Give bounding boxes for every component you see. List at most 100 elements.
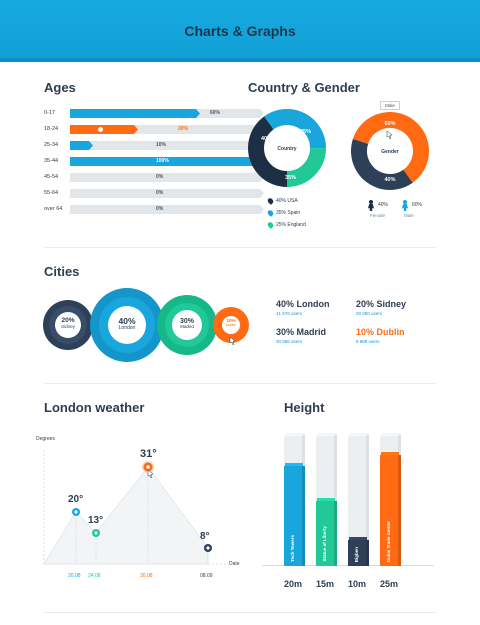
age-label: 55-64: [44, 190, 59, 196]
age-value: 10%: [156, 142, 167, 148]
city-bubble-name: Dublin: [226, 322, 236, 327]
weather-point[interactable]: [204, 544, 212, 552]
height-bar-name: Tech Towers: [290, 535, 295, 562]
age-row[interactable]: 45-54 0%: [44, 172, 224, 183]
weather-point[interactable]: [72, 508, 80, 516]
age-label: 35-44: [44, 158, 59, 164]
age-row[interactable]: 0-17 60%: [44, 108, 224, 119]
country-legend-text: 25% England: [276, 222, 306, 228]
age-bar-track: 60%: [70, 109, 264, 118]
weather-temp: 31°: [140, 448, 157, 460]
age-row[interactable]: 18-24 30%: [44, 124, 224, 135]
country-usa-pct: 40%: [261, 136, 272, 142]
page-header: Charts & Graphs: [0, 0, 480, 62]
height-bar[interactable]: Tech Towers: [284, 433, 305, 566]
age-bar-handle[interactable]: [98, 127, 103, 132]
city-stat-title: 10% Dublin: [356, 327, 405, 337]
gender-legend-item: 40% Female: [368, 200, 396, 222]
age-bar-fill: [70, 109, 200, 118]
age-row[interactable]: 35-44 100%: [44, 156, 224, 167]
height-bar-value: 20m: [283, 579, 302, 589]
age-value: 0%: [156, 174, 164, 180]
country-legend-text: 35% Spain: [276, 210, 301, 216]
age-row[interactable]: 25-34 10%: [44, 140, 224, 151]
age-bar-track: 100%: [70, 157, 264, 166]
city-stat-users: 30 656 users: [276, 339, 303, 344]
country-england-pct: 25%: [300, 129, 311, 135]
weather-temp: 13°: [88, 515, 104, 526]
country-donut[interactable]: Country 40% 35% 25%: [247, 108, 327, 188]
weather-date: 24.08: [88, 573, 101, 579]
country-gender-title: Country & Gender: [248, 80, 360, 95]
weather-y-axis-label: Degrees: [36, 436, 55, 442]
height-bar-name: Statue of Liberty: [322, 526, 327, 562]
gender-legend-label: Male: [404, 213, 414, 218]
age-bar-track: 0%: [70, 189, 264, 198]
city-bubble-name: London: [118, 324, 136, 331]
ages-title: Ages: [44, 80, 76, 95]
gender-donut[interactable]: Gender 60% 40%: [350, 111, 430, 191]
height-bar[interactable]: Bigben: [348, 433, 369, 566]
age-bar-track: 0%: [70, 205, 264, 214]
page-title: Charts & Graphs: [184, 23, 296, 39]
height-bar-fill: Tech Towers: [284, 463, 305, 566]
weather-date: 20.08: [68, 573, 81, 579]
gender-legend-item: 60% Male: [402, 200, 430, 222]
age-bar-track: 10%: [70, 141, 264, 150]
gender-legend-pct: 60%: [412, 202, 423, 208]
age-value: 100%: [156, 158, 169, 164]
city-stat-users: 9 989 users: [356, 339, 380, 344]
city-bubble-pct: 30%: [179, 318, 194, 325]
weather-point[interactable]: [92, 529, 100, 537]
map-pin-icon: [266, 221, 275, 229]
age-row[interactable]: over 64 0%: [44, 204, 224, 215]
country-legend-item: 25% England: [266, 221, 306, 229]
height-bar[interactable]: Dubai Trade Center: [380, 433, 401, 566]
height-bar-value: 10m: [347, 579, 366, 589]
gender-legend-pct: 40%: [378, 202, 389, 208]
map-pin-icon: [266, 197, 275, 205]
age-label: over 64: [44, 206, 63, 212]
height-bar-fill: Bigben: [348, 537, 369, 566]
age-bar-track: 30%: [70, 125, 264, 134]
age-bar-track: 0%: [70, 173, 264, 182]
height-bar-value: 15m: [315, 579, 334, 589]
city-bubble-name: Madrid: [180, 324, 194, 330]
weather-point[interactable]: [142, 461, 154, 479]
age-value: 60%: [210, 110, 221, 116]
cursor-icon: [147, 469, 154, 479]
city-bubble-pct: 40%: [118, 316, 136, 326]
age-bar-fill: [70, 125, 138, 134]
city-bubble-label: 20% Sidney: [48, 317, 88, 330]
country-legend-item: 35% Spain: [266, 209, 301, 217]
height-bar[interactable]: Statue of Liberty: [316, 433, 337, 566]
city-stat-title: 30% Madrid: [276, 327, 327, 337]
city-bubble-label: 10% Dublin: [211, 318, 251, 327]
divider: [44, 612, 436, 613]
country-legend-item: 40% USA: [266, 197, 298, 205]
age-row[interactable]: 55-64 0%: [44, 188, 224, 199]
cursor-icon: [229, 336, 236, 346]
height-bar-value: 25m: [379, 579, 398, 589]
country-center-label: Country: [277, 146, 296, 152]
city-stat-title: 40% London: [276, 299, 330, 309]
weather-x-axis-label: Date: [229, 561, 240, 567]
height-bar-fill: Dubai Trade Center: [380, 452, 401, 566]
cities-bubbles[interactable]: [40, 285, 270, 370]
city-stat-users: 20 000 users: [356, 311, 383, 316]
age-label: 25-34: [44, 142, 59, 148]
city-stat-title: 20% Sidney: [356, 299, 407, 309]
age-label: 45-54: [44, 174, 59, 180]
male-icon: [402, 200, 408, 211]
cursor-icon: [386, 130, 393, 140]
weather-date: 30.08: [140, 573, 153, 579]
age-value: 0%: [156, 206, 164, 212]
age-value: 30%: [178, 126, 189, 132]
gender-legend-label: Female: [370, 213, 386, 218]
city-bubble-name: Sidney: [61, 323, 75, 329]
age-bar-fill: [70, 141, 93, 150]
divider: [44, 383, 436, 384]
city-bubble-pct: 10%: [226, 318, 236, 323]
gender-female-pct: 40%: [384, 177, 395, 183]
weather-chart: [43, 450, 232, 565]
